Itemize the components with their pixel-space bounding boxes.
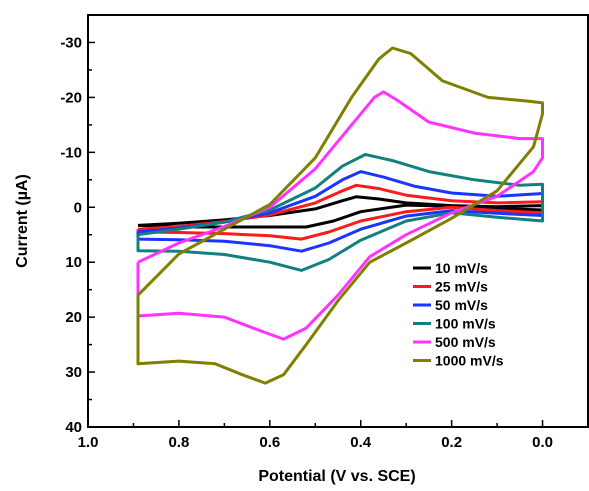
y-tick-label: 20	[65, 309, 82, 326]
series-curve-3	[136, 170, 544, 253]
x-tick-label: 0.2	[441, 434, 462, 451]
y-tick-label: -30	[60, 34, 82, 51]
legend-label: 100 mV/s	[435, 316, 496, 332]
series-curve-5	[136, 90, 544, 341]
x-tick-label: 0.6	[259, 434, 280, 451]
x-axis-title: Potential (V vs. SCE)	[258, 468, 415, 485]
y-axis-title-suffix: A)	[14, 174, 31, 191]
plot-frame	[87, 14, 589, 428]
y-tick-label: 10	[65, 254, 82, 271]
legend-label: 10 mV/s	[435, 260, 488, 276]
y-tick-label: 30	[65, 364, 82, 381]
y-tick-label: 0	[74, 199, 82, 216]
legend-label: 50 mV/s	[435, 297, 488, 313]
x-tick-label: 1.0	[78, 434, 99, 451]
curves-layer	[136, 46, 544, 385]
y-axis-title: Current (µA)	[14, 174, 31, 268]
y-axis-title-prefix: Current (	[14, 200, 31, 268]
x-tick-label: 0.8	[168, 434, 189, 451]
y-tick-label: -10	[60, 144, 82, 161]
x-tick-label: 0.0	[532, 434, 553, 451]
legend: 10 mV/s 25 mV/s 50 mV/s 100 mV/s 500 mV/s 100…	[413, 260, 504, 369]
series-curve-6	[136, 46, 544, 385]
y-tick-label: 40	[65, 419, 82, 436]
legend-label: 500 mV/s	[435, 334, 496, 350]
x-tick-label: 0.4	[350, 434, 372, 451]
series-curve-4	[136, 153, 544, 272]
y-tick-label: -20	[60, 89, 82, 106]
legend-label: 1000 mV/s	[435, 353, 504, 369]
tick-labels-layer: 1.0 0.8 0.6 0.4 0.2 0.0 -30 -20 -10 0 10 20 30 40	[60, 34, 553, 451]
legend-label: 25 mV/s	[435, 279, 488, 295]
y-axis-title-mu: µ	[14, 191, 31, 200]
